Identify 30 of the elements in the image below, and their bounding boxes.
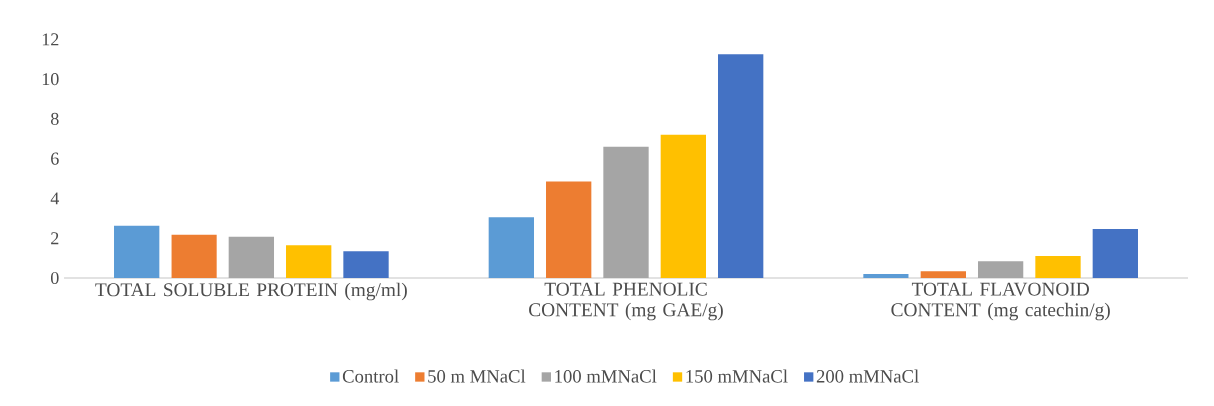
legend-label: 200 mMNaCl bbox=[816, 369, 919, 383]
y-tick-label: 8 bbox=[51, 112, 59, 125]
y-tick-label: 2 bbox=[51, 232, 59, 245]
legend-label: 150 mMNaCl bbox=[686, 369, 788, 383]
bar bbox=[718, 54, 764, 278]
bar bbox=[546, 181, 592, 278]
y-tick-label: 0 bbox=[51, 271, 59, 285]
bar bbox=[343, 251, 389, 278]
y-tick-label: 4 bbox=[50, 192, 60, 205]
legend-label: 50 m MNaCl bbox=[428, 369, 526, 383]
bar bbox=[660, 134, 706, 278]
bar bbox=[286, 245, 332, 278]
bar bbox=[114, 225, 160, 278]
y-tick-label: 6 bbox=[51, 152, 59, 165]
y-tick-label: 12 bbox=[42, 33, 59, 46]
bar bbox=[1092, 229, 1138, 278]
legend-label: 100 mMNaCl bbox=[555, 369, 657, 383]
legend-label: Control bbox=[342, 369, 399, 383]
bar bbox=[603, 146, 649, 278]
x-tick-label: TOTAL SOLUBLE PROTEIN (mg/ml) bbox=[95, 282, 407, 301]
bar bbox=[920, 271, 966, 278]
y-tick-label: 10 bbox=[42, 73, 59, 86]
x-tick-label: TOTAL FLAVONOID CONTENT (mg catechin/g) bbox=[891, 282, 1110, 321]
bar bbox=[488, 217, 535, 278]
bar bbox=[863, 274, 909, 278]
x-tick-label: TOTAL PHENOLIC CONTENT (mg GAE/g) bbox=[529, 282, 723, 321]
bar bbox=[978, 261, 1024, 278]
bar bbox=[1035, 256, 1081, 278]
bar bbox=[171, 234, 217, 278]
bar bbox=[228, 236, 275, 278]
